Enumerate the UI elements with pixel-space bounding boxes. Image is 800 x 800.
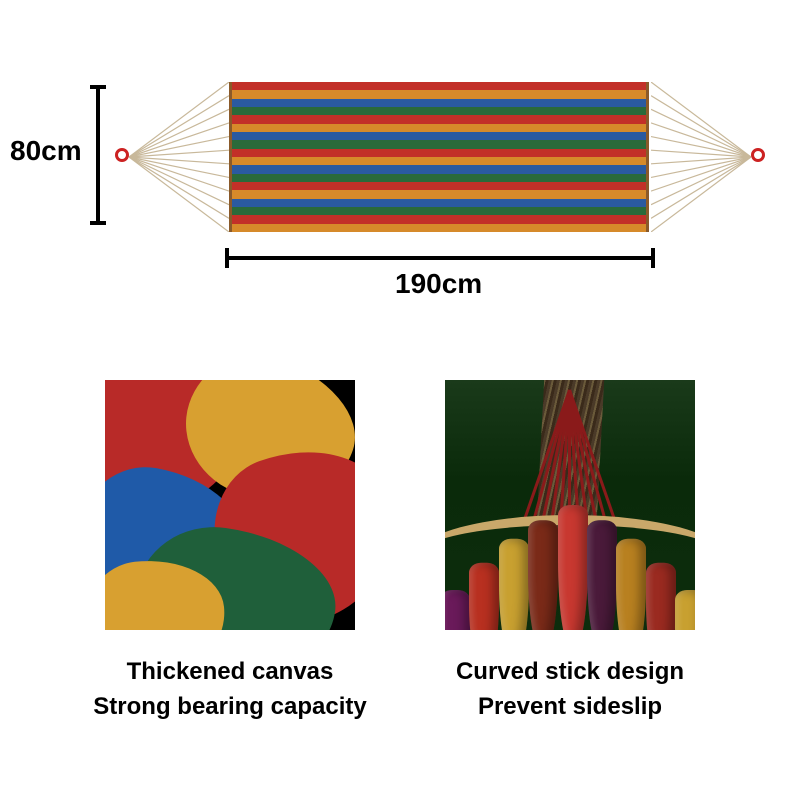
hammock-fabric bbox=[229, 82, 649, 232]
hammock-illustration bbox=[115, 60, 765, 250]
width-dimension-label: 190cm bbox=[395, 268, 482, 300]
width-bracket-icon bbox=[225, 248, 655, 268]
feature-row: Thickened canvas Strong bearing capacity… bbox=[0, 380, 800, 725]
canvas-caption: Thickened canvas Strong bearing capacity bbox=[93, 655, 366, 725]
height-dimension-label: 80cm bbox=[10, 135, 82, 167]
feature-canvas: Thickened canvas Strong bearing capacity bbox=[75, 380, 385, 725]
canvas-closeup-image bbox=[105, 380, 355, 630]
hammock-ring-left-icon bbox=[115, 148, 129, 162]
spreader-bar-image bbox=[445, 380, 695, 630]
spreader-caption: Curved stick design Prevent sideslip bbox=[456, 655, 684, 725]
hammock-ring-right-icon bbox=[751, 148, 765, 162]
feature-spreader: Curved stick design Prevent sideslip bbox=[415, 380, 725, 725]
hammock-ropes-left bbox=[129, 82, 229, 232]
hammock-dimension-diagram: 80cm 190cm bbox=[0, 40, 800, 310]
hammock-ropes-right bbox=[651, 82, 751, 232]
height-bracket-icon bbox=[90, 85, 104, 225]
